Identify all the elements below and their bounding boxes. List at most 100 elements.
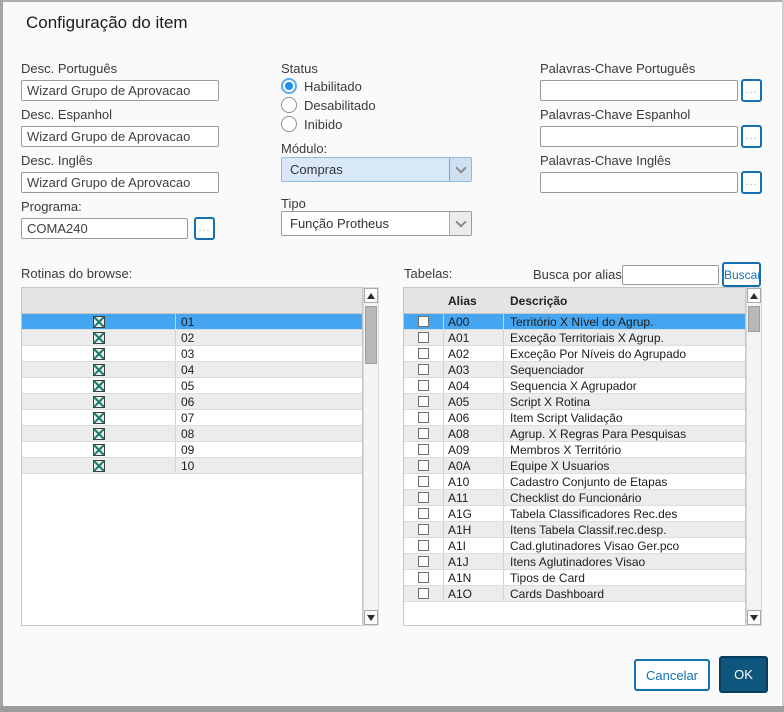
tabela-check-cell (404, 410, 444, 425)
tabela-row[interactable]: A06 Item Script Validação (404, 410, 745, 426)
rotinas-scrollbar[interactable] (363, 287, 379, 626)
tabela-descricao: Exceção Territoriais X Agrup. (510, 330, 664, 345)
keywords-ingles-input[interactable] (540, 172, 738, 193)
rotina-code: 05 (181, 378, 195, 393)
scrollbar-thumb[interactable] (748, 306, 760, 332)
tabelas-table: Alias Descrição A00 Território X Nível d… (403, 287, 746, 626)
scroll-up-button[interactable] (747, 288, 761, 303)
keywords-portugues-input[interactable] (540, 80, 738, 101)
desc-ingles-input[interactable] (21, 172, 219, 193)
scroll-down-button[interactable] (747, 610, 761, 625)
row-checkbox[interactable] (418, 412, 429, 423)
rotina-row[interactable]: 09 (22, 442, 362, 458)
tabela-row[interactable]: A00 Território X Nível do Agrup. (404, 314, 745, 330)
checked-checkbox-icon[interactable] (92, 459, 105, 472)
rotina-check-cell (22, 426, 176, 441)
ok-button[interactable]: OK (719, 656, 768, 693)
rotina-row[interactable]: 04 (22, 362, 362, 378)
checked-checkbox-icon[interactable] (92, 427, 105, 440)
tabela-row[interactable]: A11 Checklist do Funcionário (404, 490, 745, 506)
checked-checkbox-icon[interactable] (92, 411, 105, 424)
tabela-row[interactable]: A1N Tipos de Card (404, 570, 745, 586)
row-checkbox[interactable] (418, 428, 429, 439)
programa-input[interactable] (21, 218, 188, 239)
row-checkbox[interactable] (418, 476, 429, 487)
buscar-button[interactable]: Buscar (722, 262, 761, 287)
rotina-row[interactable]: 10 (22, 458, 362, 474)
tabela-alias: A1O (444, 586, 504, 601)
status-option-habilitado[interactable]: Habilitado (281, 77, 362, 95)
rotina-code: 07 (181, 410, 195, 425)
tabela-row[interactable]: A04 Sequencia X Agrupador (404, 378, 745, 394)
row-checkbox[interactable] (418, 396, 429, 407)
tabela-row[interactable]: A05 Script X Rotina (404, 394, 745, 410)
rotina-row[interactable]: 08 (22, 426, 362, 442)
tabela-alias: A09 (444, 442, 504, 457)
row-checkbox[interactable] (418, 364, 429, 375)
rotina-row[interactable]: 03 (22, 346, 362, 362)
tabela-row[interactable]: A1H Itens Tabela Classif.rec.desp. (404, 522, 745, 538)
tabela-alias: A1N (444, 570, 504, 585)
row-checkbox[interactable] (418, 492, 429, 503)
rotina-row[interactable]: 01 (22, 314, 362, 330)
row-checkbox[interactable] (418, 572, 429, 583)
tabela-row[interactable]: A0A Equipe X Usuarios (404, 458, 745, 474)
keywords-espanhol-input[interactable] (540, 126, 738, 147)
checked-checkbox-icon[interactable] (92, 315, 105, 328)
tabela-row[interactable]: A10 Cadastro Conjunto de Etapas (404, 474, 745, 490)
tabela-descricao: Script X Rotina (510, 394, 591, 409)
row-checkbox[interactable] (418, 444, 429, 455)
modulo-select[interactable]: Compras (281, 157, 472, 182)
status-option-desabilitado[interactable]: Desabilitado (281, 96, 376, 114)
rotina-row[interactable]: 05 (22, 378, 362, 394)
chevron-down-icon[interactable] (449, 212, 471, 235)
rotina-row[interactable]: 07 (22, 410, 362, 426)
radio-icon[interactable] (281, 116, 297, 132)
tabela-row[interactable]: A1G Tabela Classificadores Rec.des (404, 506, 745, 522)
tabela-row[interactable]: A01 Exceção Territoriais X Agrup. (404, 330, 745, 346)
keywords-espanhol-browse-button[interactable]: ... (741, 125, 762, 148)
row-checkbox[interactable] (418, 380, 429, 391)
radio-icon[interactable] (281, 78, 297, 94)
row-checkbox[interactable] (418, 316, 429, 327)
row-checkbox[interactable] (418, 556, 429, 567)
cancel-button[interactable]: Cancelar (634, 659, 710, 691)
chevron-down-icon[interactable] (449, 158, 471, 181)
alias-search-input[interactable] (622, 265, 719, 285)
row-checkbox[interactable] (418, 348, 429, 359)
status-option-inibido[interactable]: Inibido (281, 115, 342, 133)
tabela-row[interactable]: A02 Exceção Por Níveis do Agrupado (404, 346, 745, 362)
scroll-down-button[interactable] (364, 610, 378, 625)
tabelas-scrollbar[interactable] (746, 287, 762, 626)
scroll-up-button[interactable] (364, 288, 378, 303)
keywords-portugues-browse-button[interactable]: ... (741, 79, 762, 102)
row-checkbox[interactable] (418, 460, 429, 471)
tipo-select[interactable]: Função Protheus (281, 211, 472, 236)
tabela-check-cell (404, 346, 444, 361)
checked-checkbox-icon[interactable] (92, 363, 105, 376)
tabela-row[interactable]: A1O Cards Dashboard (404, 586, 745, 602)
tabela-row[interactable]: A1J Itens Aglutinadores Visao (404, 554, 745, 570)
scrollbar-thumb[interactable] (365, 306, 377, 364)
checked-checkbox-icon[interactable] (92, 443, 105, 456)
row-checkbox[interactable] (418, 524, 429, 535)
desc-espanhol-input[interactable] (21, 126, 219, 147)
keywords-ingles-browse-button[interactable]: ... (741, 171, 762, 194)
row-checkbox[interactable] (418, 540, 429, 551)
rotina-row[interactable]: 02 (22, 330, 362, 346)
row-checkbox[interactable] (418, 508, 429, 519)
tabela-row[interactable]: A03 Sequenciador (404, 362, 745, 378)
radio-icon[interactable] (281, 97, 297, 113)
checked-checkbox-icon[interactable] (92, 379, 105, 392)
programa-browse-button[interactable]: ... (194, 217, 215, 240)
checked-checkbox-icon[interactable] (92, 395, 105, 408)
desc-portugues-input[interactable] (21, 80, 219, 101)
tabela-row[interactable]: A09 Membros X Território (404, 442, 745, 458)
tabela-row[interactable]: A1I Cad.glutinadores Visao Ger.pco (404, 538, 745, 554)
row-checkbox[interactable] (418, 588, 429, 599)
row-checkbox[interactable] (418, 332, 429, 343)
tabela-row[interactable]: A08 Agrup. X Regras Para Pesquisas (404, 426, 745, 442)
checked-checkbox-icon[interactable] (92, 331, 105, 344)
rotina-row[interactable]: 06 (22, 394, 362, 410)
checked-checkbox-icon[interactable] (92, 347, 105, 360)
